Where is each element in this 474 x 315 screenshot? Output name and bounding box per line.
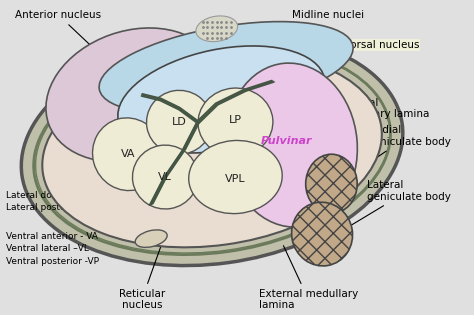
Ellipse shape xyxy=(198,88,273,157)
Ellipse shape xyxy=(306,154,357,214)
Text: Lateral
geniculate body: Lateral geniculate body xyxy=(350,180,450,226)
Text: Ventral anterior - VA
Ventral lateral –VL
Ventral posterior -VP: Ventral anterior - VA Ventral lateral –V… xyxy=(6,232,99,266)
Text: LP: LP xyxy=(229,115,242,125)
Text: VPL: VPL xyxy=(225,174,246,184)
Text: Midline nuclei: Midline nuclei xyxy=(247,10,364,37)
Ellipse shape xyxy=(146,90,212,154)
Ellipse shape xyxy=(21,34,403,266)
Ellipse shape xyxy=(132,145,198,209)
Text: Internal
medullary lamina: Internal medullary lamina xyxy=(262,98,430,122)
Ellipse shape xyxy=(42,52,382,247)
Text: VA: VA xyxy=(120,149,135,159)
Text: Reticular
nucleus: Reticular nucleus xyxy=(118,237,165,310)
Ellipse shape xyxy=(92,118,163,191)
Ellipse shape xyxy=(118,46,325,153)
Text: Anterior nucleus: Anterior nucleus xyxy=(16,10,102,56)
Ellipse shape xyxy=(189,140,282,214)
Text: Medial dorsal nucleus: Medial dorsal nucleus xyxy=(275,40,419,85)
Text: Pulvinar: Pulvinar xyxy=(261,135,313,146)
Text: External medullary
lamina: External medullary lamina xyxy=(259,246,358,310)
Ellipse shape xyxy=(196,16,237,42)
Ellipse shape xyxy=(99,22,353,113)
Ellipse shape xyxy=(135,230,167,247)
Text: VL: VL xyxy=(158,172,172,182)
Ellipse shape xyxy=(292,202,353,266)
Text: Lateral dorsal – LD
Lateral posterior – LP: Lateral dorsal – LD Lateral posterior – … xyxy=(6,191,102,212)
Text: Medial
geniculate body: Medial geniculate body xyxy=(357,125,450,171)
Text: LD: LD xyxy=(172,117,187,127)
Ellipse shape xyxy=(226,63,357,227)
Ellipse shape xyxy=(46,28,219,162)
